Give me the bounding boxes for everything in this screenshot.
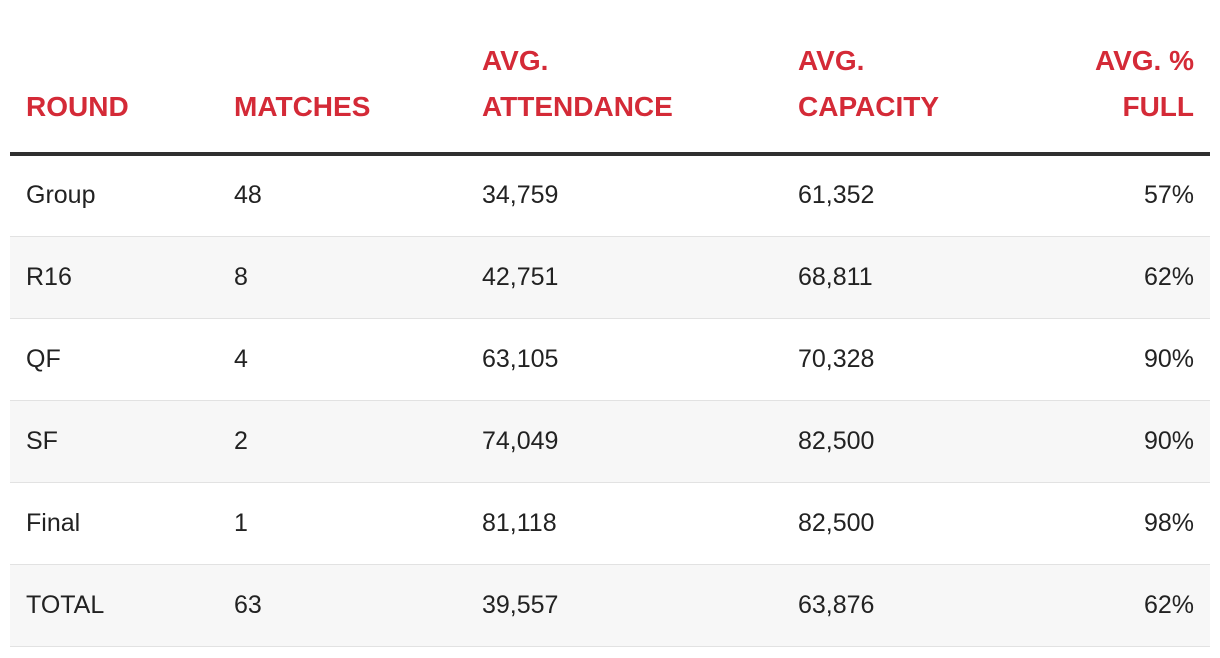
cell-avg-attendance: 42,751: [466, 236, 782, 319]
header-row: ROUND MATCHES AVG. ATTENDANCE AVG. CAPAC…: [10, 0, 1210, 156]
cell-avg-percent-full: 62%: [1022, 236, 1210, 319]
cell-avg-percent-full: 98%: [1022, 482, 1210, 565]
cell-matches: 2: [218, 400, 466, 483]
cell-avg-capacity: 68,811: [782, 236, 1022, 319]
cell-avg-attendance: 81,118: [466, 482, 782, 565]
header-matches-line-1: MATCHES: [234, 91, 371, 122]
table-row: QF 4 63,105 70,328 90%: [10, 318, 1210, 401]
header-round: ROUND: [10, 0, 218, 156]
attendance-table: ROUND MATCHES AVG. ATTENDANCE AVG. CAPAC…: [10, 0, 1210, 647]
cell-avg-capacity: 82,500: [782, 400, 1022, 483]
header-avg-capacity-line-2: CAPACITY: [798, 91, 940, 122]
cell-matches: 63: [218, 564, 466, 647]
header-avg-percent-full-line-2: FULL: [1122, 91, 1194, 122]
header-avg-capacity: AVG. CAPACITY: [782, 0, 1022, 156]
table-row: R16 8 42,751 68,811 62%: [10, 236, 1210, 319]
cell-matches: 1: [218, 482, 466, 565]
cell-matches: 48: [218, 154, 466, 237]
cell-avg-percent-full: 57%: [1022, 154, 1210, 237]
cell-matches: 4: [218, 318, 466, 401]
cell-matches: 8: [218, 236, 466, 319]
cell-avg-capacity: 70,328: [782, 318, 1022, 401]
cell-avg-capacity: 82,500: [782, 482, 1022, 565]
cell-round: QF: [10, 318, 218, 401]
header-matches: MATCHES: [218, 0, 466, 156]
cell-round: SF: [10, 400, 218, 483]
cell-round: Final: [10, 482, 218, 565]
cell-avg-attendance: 74,049: [466, 400, 782, 483]
table-header: ROUND MATCHES AVG. ATTENDANCE AVG. CAPAC…: [10, 0, 1210, 156]
table-row: SF 2 74,049 82,500 90%: [10, 400, 1210, 483]
cell-avg-capacity: 63,876: [782, 564, 1022, 647]
table-row: Group 48 34,759 61,352 57%: [10, 154, 1210, 237]
cell-avg-attendance: 63,105: [466, 318, 782, 401]
table-row-total: TOTAL 63 39,557 63,876 62%: [10, 564, 1210, 647]
table-row: Final 1 81,118 82,500 98%: [10, 482, 1210, 565]
cell-avg-attendance: 39,557: [466, 564, 782, 647]
header-avg-percent-full-line-1: AVG. %: [1094, 45, 1194, 76]
header-avg-attendance: AVG. ATTENDANCE: [466, 0, 782, 156]
cell-round: R16: [10, 236, 218, 319]
cell-avg-attendance: 34,759: [466, 154, 782, 237]
cell-avg-capacity: 61,352: [782, 154, 1022, 237]
header-avg-attendance-line-1: AVG.: [482, 45, 549, 76]
cell-round: Group: [10, 154, 218, 237]
header-avg-attendance-line-2: ATTENDANCE: [482, 91, 673, 122]
table-body: Group 48 34,759 61,352 57% R16 8 42,751 …: [10, 154, 1210, 647]
header-avg-percent-full: AVG. % FULL: [1022, 0, 1210, 156]
header-avg-capacity-line-1: AVG.: [798, 45, 865, 76]
attendance-table-container: ROUND MATCHES AVG. ATTENDANCE AVG. CAPAC…: [10, 0, 1210, 647]
cell-round: TOTAL: [10, 564, 218, 647]
header-round-line-1: ROUND: [26, 91, 129, 122]
cell-avg-percent-full: 90%: [1022, 318, 1210, 401]
cell-avg-percent-full: 62%: [1022, 564, 1210, 647]
cell-avg-percent-full: 90%: [1022, 400, 1210, 483]
